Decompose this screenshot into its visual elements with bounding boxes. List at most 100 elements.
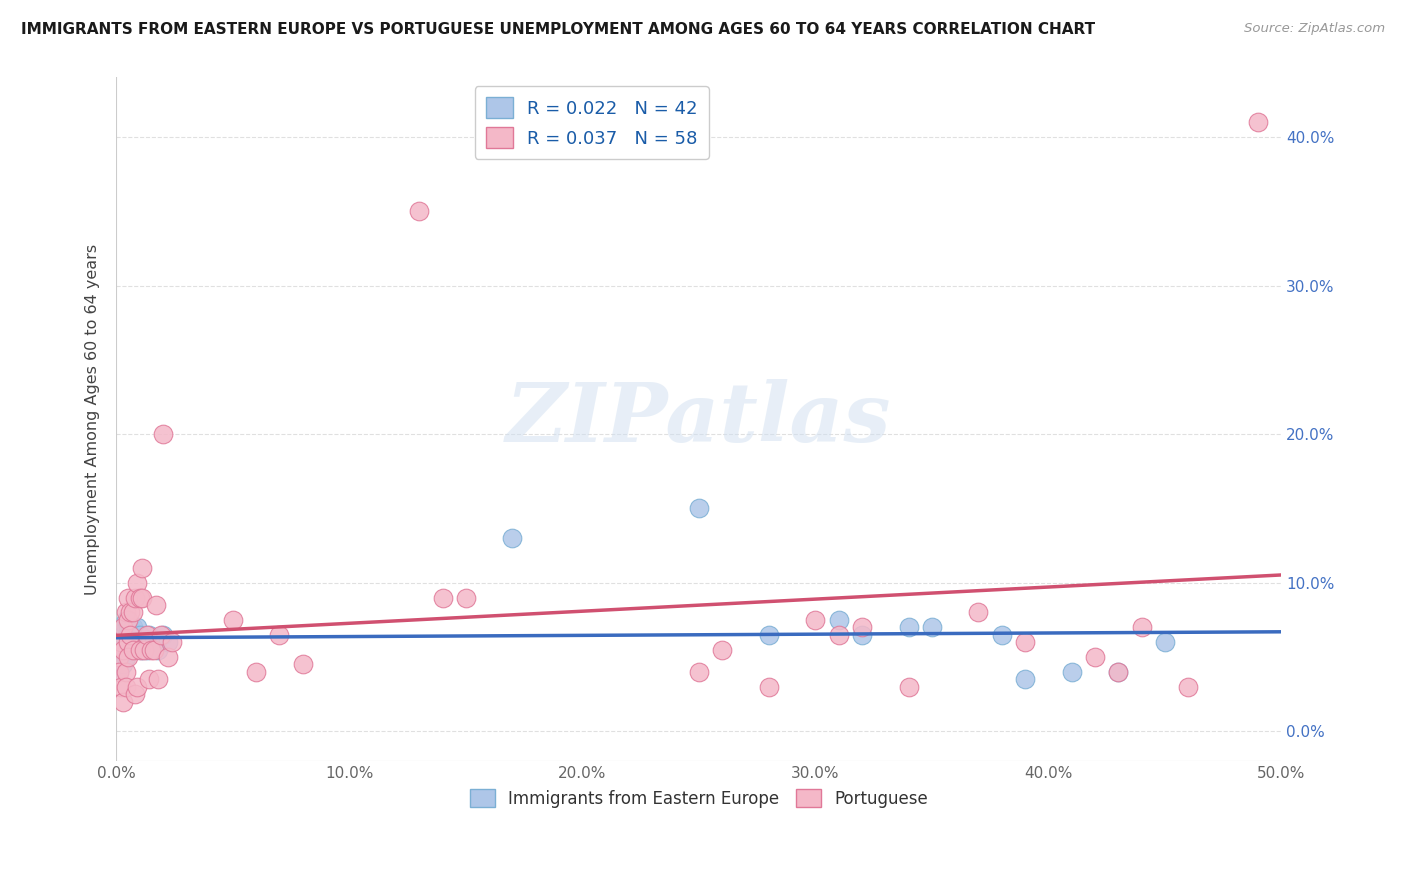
Point — [291, 657, 314, 672]
Point — [851, 620, 873, 634]
Point — [688, 665, 710, 679]
Point — [110, 635, 132, 649]
Point — [127, 680, 149, 694]
Point — [1130, 620, 1153, 634]
Point — [501, 531, 523, 545]
Point — [1107, 665, 1129, 679]
Point — [758, 680, 780, 694]
Point — [114, 650, 136, 665]
Point — [120, 635, 142, 649]
Point — [408, 204, 430, 219]
Point — [114, 665, 136, 679]
Point — [107, 650, 129, 665]
Point — [688, 501, 710, 516]
Point — [897, 680, 920, 694]
Point — [149, 628, 172, 642]
Point — [120, 628, 142, 642]
Point — [142, 642, 165, 657]
Point — [121, 642, 143, 657]
Point — [142, 635, 165, 649]
Point — [112, 657, 135, 672]
Point — [1084, 650, 1107, 665]
Point — [1014, 635, 1036, 649]
Point — [1154, 635, 1177, 649]
Point — [897, 620, 920, 634]
Point — [1014, 673, 1036, 687]
Text: ZIPatlas: ZIPatlas — [506, 379, 891, 459]
Point — [138, 628, 160, 642]
Point — [222, 613, 245, 627]
Point — [121, 620, 143, 634]
Point — [1247, 115, 1270, 129]
Point — [117, 635, 139, 649]
Point — [921, 620, 943, 634]
Point — [127, 620, 149, 634]
Point — [152, 427, 174, 442]
Point — [112, 695, 135, 709]
Point — [112, 620, 135, 634]
Point — [107, 665, 129, 679]
Point — [114, 620, 136, 634]
Point — [156, 650, 179, 665]
Point — [107, 635, 129, 649]
Point — [117, 591, 139, 605]
Point — [851, 628, 873, 642]
Point — [269, 628, 291, 642]
Point — [110, 642, 132, 657]
Point — [107, 665, 129, 679]
Point — [141, 642, 163, 657]
Point — [117, 642, 139, 657]
Point — [1060, 665, 1083, 679]
Point — [124, 628, 146, 642]
Point — [804, 613, 827, 627]
Point — [127, 575, 149, 590]
Point — [990, 628, 1012, 642]
Point — [124, 591, 146, 605]
Point — [1107, 665, 1129, 679]
Point — [114, 680, 136, 694]
Point — [128, 642, 150, 657]
Point — [432, 591, 454, 605]
Point — [454, 591, 477, 605]
Point — [112, 635, 135, 649]
Point — [124, 687, 146, 701]
Point — [148, 642, 170, 657]
Point — [110, 650, 132, 665]
Point — [117, 613, 139, 627]
Point — [160, 635, 183, 649]
Point — [127, 635, 149, 649]
Point — [145, 598, 167, 612]
Point — [152, 628, 174, 642]
Point — [117, 628, 139, 642]
Point — [114, 606, 136, 620]
Point — [110, 680, 132, 694]
Point — [245, 665, 267, 679]
Point — [114, 613, 136, 627]
Point — [827, 613, 849, 627]
Point — [131, 591, 153, 605]
Point — [121, 628, 143, 642]
Point — [967, 606, 990, 620]
Point — [135, 628, 157, 642]
Point — [1177, 680, 1199, 694]
Point — [120, 620, 142, 634]
Point — [827, 628, 849, 642]
Point — [135, 642, 157, 657]
Legend: Immigrants from Eastern Europe, Portuguese: Immigrants from Eastern Europe, Portugue… — [463, 783, 935, 814]
Point — [112, 628, 135, 642]
Point — [131, 642, 153, 657]
Point — [134, 642, 156, 657]
Point — [128, 628, 150, 642]
Point — [124, 642, 146, 657]
Point — [131, 561, 153, 575]
Point — [156, 635, 179, 649]
Text: Source: ZipAtlas.com: Source: ZipAtlas.com — [1244, 22, 1385, 36]
Point — [128, 591, 150, 605]
Point — [711, 642, 734, 657]
Point — [117, 620, 139, 634]
Point — [120, 606, 142, 620]
Point — [112, 642, 135, 657]
Text: IMMIGRANTS FROM EASTERN EUROPE VS PORTUGUESE UNEMPLOYMENT AMONG AGES 60 TO 64 YE: IMMIGRANTS FROM EASTERN EUROPE VS PORTUG… — [21, 22, 1095, 37]
Point — [138, 673, 160, 687]
Y-axis label: Unemployment Among Ages 60 to 64 years: Unemployment Among Ages 60 to 64 years — [86, 244, 100, 595]
